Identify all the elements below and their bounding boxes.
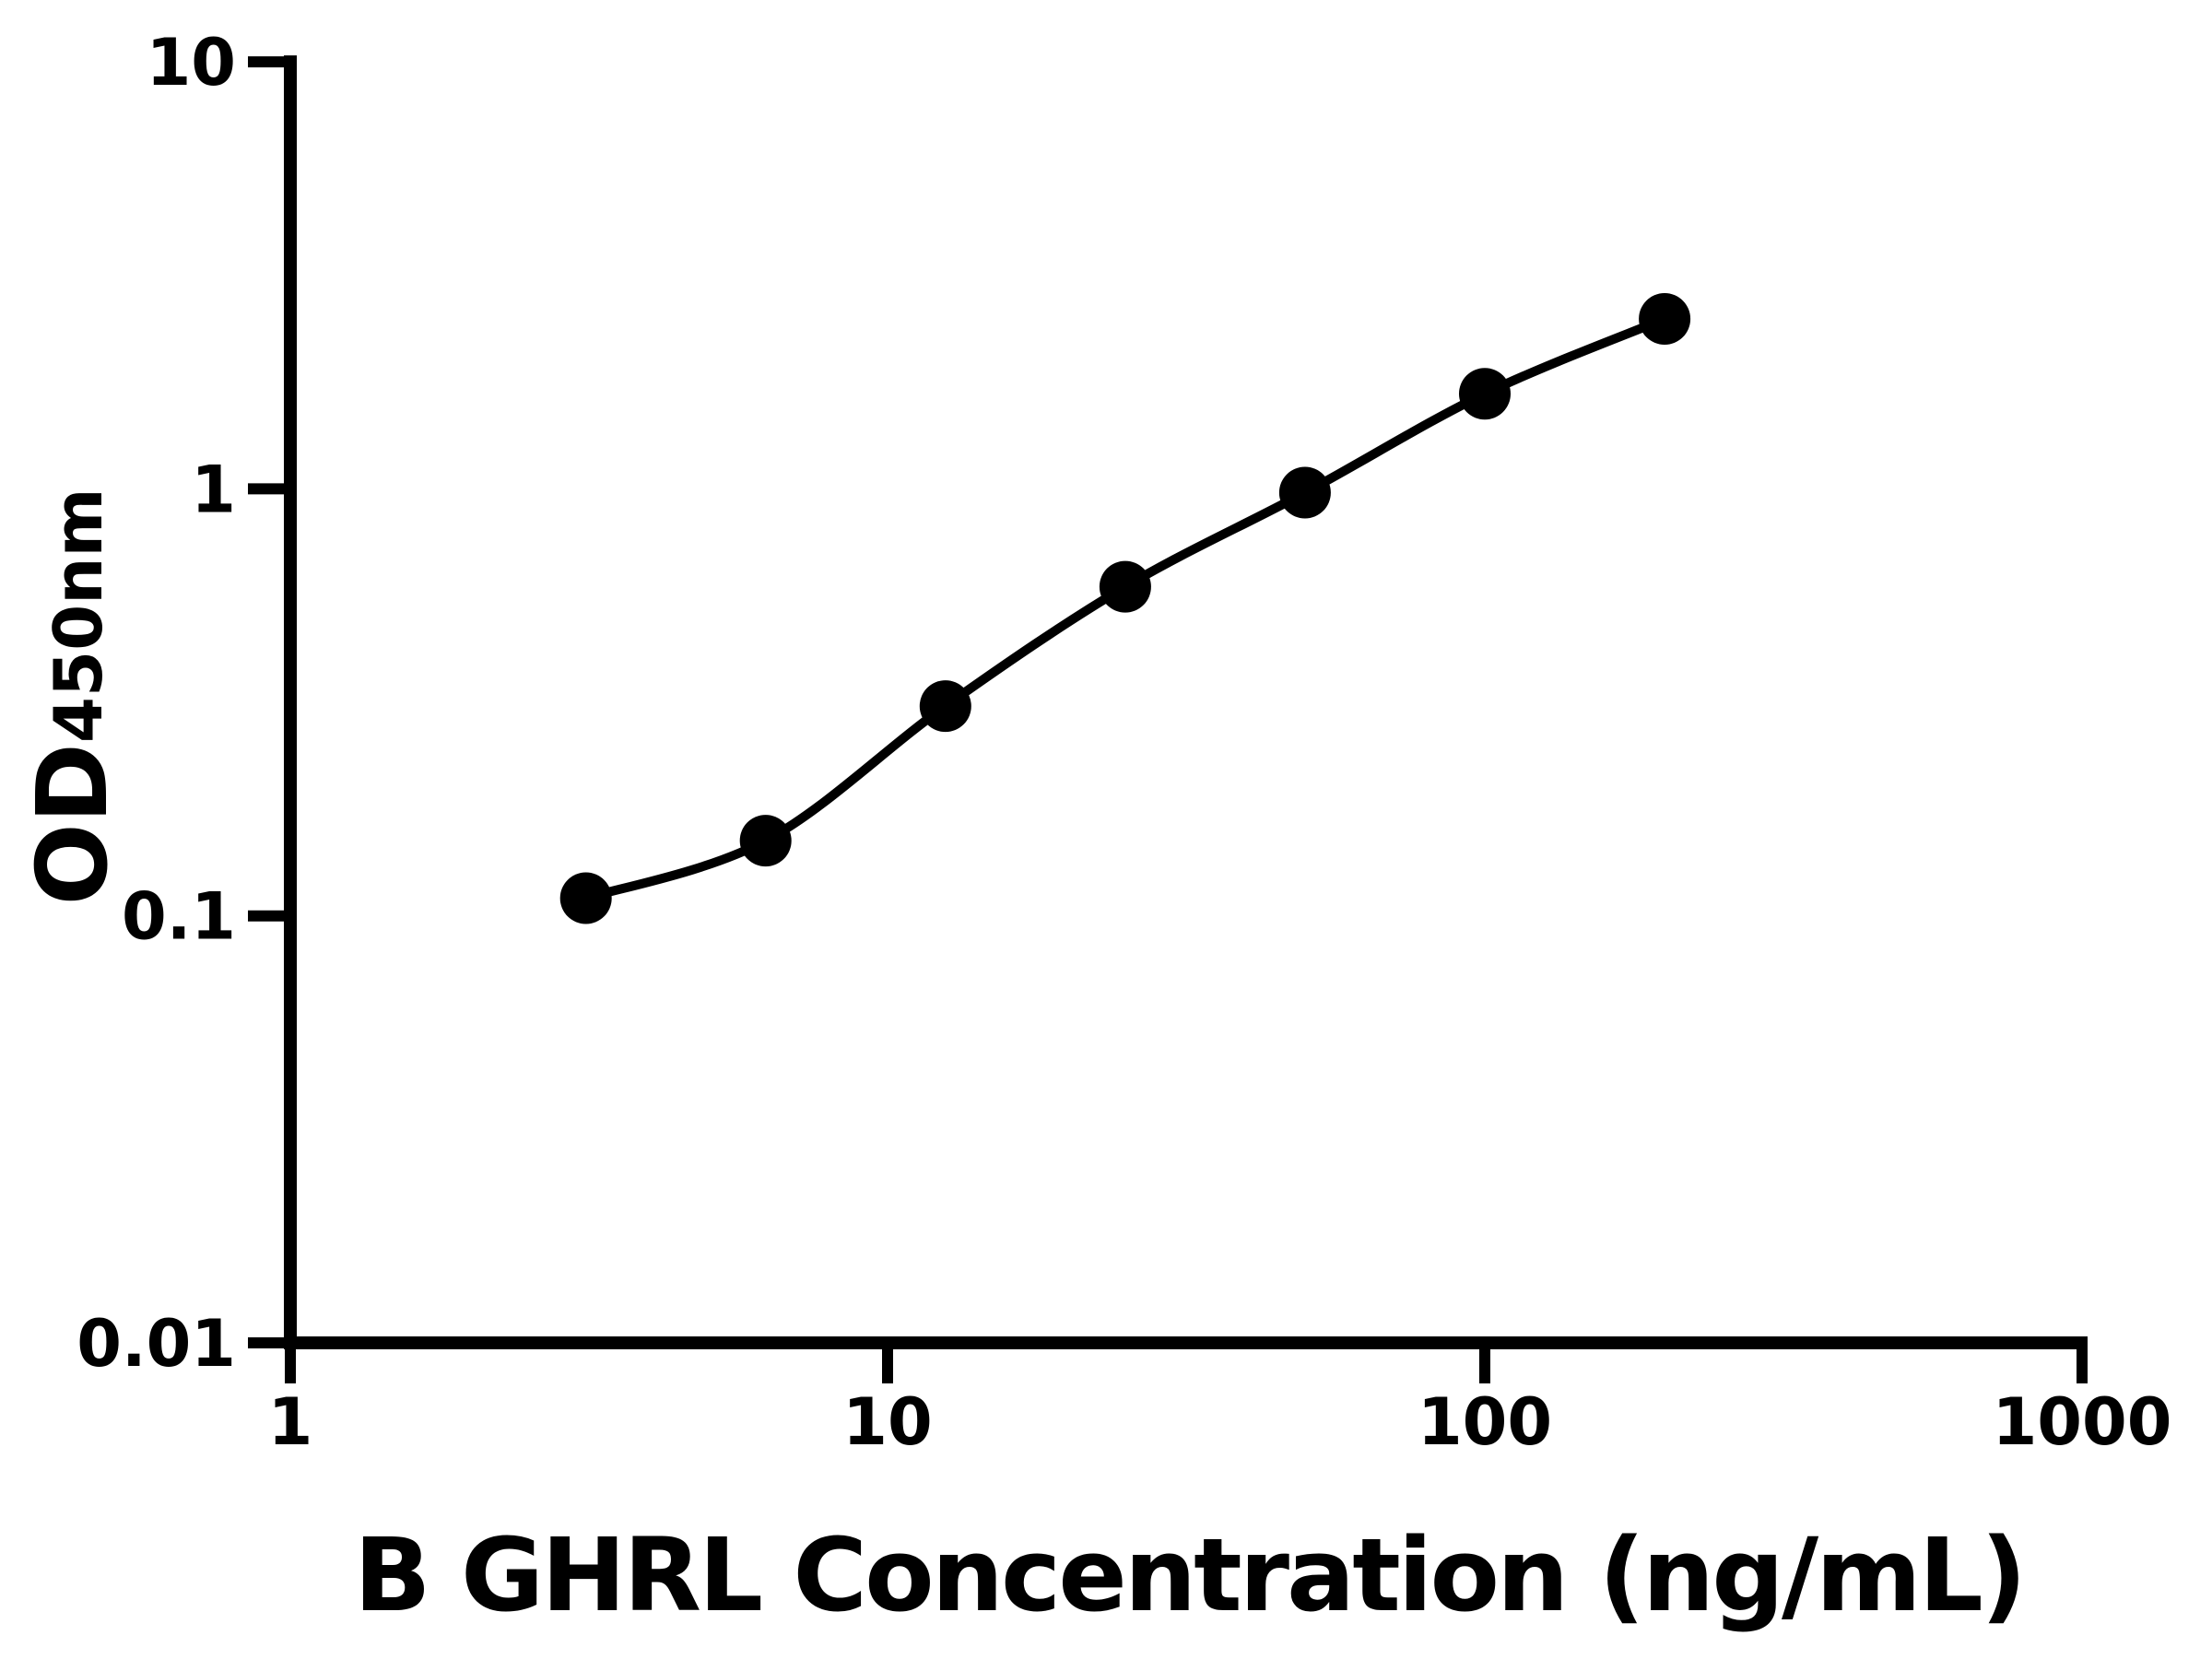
data-point [1459,368,1511,420]
tick-layer: 10 1 0.1 0.01 1 10 100 1000 [76,25,2171,1460]
axes-layer [284,55,2088,1349]
data-point [919,680,971,733]
y-tick-label: 0.01 [76,1306,236,1382]
data-point [559,872,612,924]
x-tick-label: 1000 [1993,1384,2172,1460]
data-point [1639,293,1691,345]
data-point [1099,560,1151,613]
x-tick-label: 1 [268,1384,313,1460]
y-axis-title-subscript: 450nm [40,488,117,744]
x-tick-label: 10 [842,1384,932,1460]
y-axis-title-main: OD [17,743,129,905]
y-tick-label: 10 [147,25,236,100]
x-tick-label: 100 [1418,1384,1552,1460]
y-tick-label: 0.1 [122,879,236,955]
x-axis-title: B GHRL Concentration (ng/mL) [354,1516,2024,1634]
data-point [1278,466,1331,519]
y-axis-title: OD450nm [17,488,129,906]
y-tick-label: 1 [191,452,236,527]
data-point [739,815,792,867]
series-layer [559,293,1691,924]
